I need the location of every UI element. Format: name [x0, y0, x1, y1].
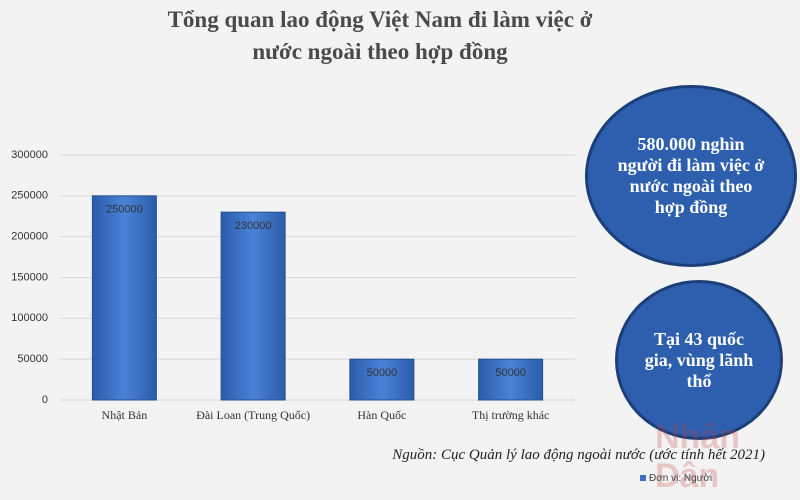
bar — [91, 195, 157, 401]
source-note: Nguồn: Cục Quản lý lao động ngoài nước (… — [392, 447, 765, 463]
unit-legend: Đơn vị: Người — [640, 473, 712, 484]
value-label: 50000 — [495, 367, 526, 379]
bar — [220, 211, 286, 401]
y-tick-label: 200000 — [11, 231, 48, 243]
value-label: 230000 — [235, 220, 272, 232]
x-tick-label: Hàn Quốc — [357, 408, 406, 422]
y-tick-label: 50000 — [17, 353, 48, 365]
x-tick-label: Thị trường khác — [472, 408, 550, 422]
y-tick-label: 300000 — [11, 149, 48, 161]
y-tick-label: 0 — [42, 394, 48, 406]
y-tick-label: 100000 — [11, 312, 48, 324]
annotation-circle: 580.000 nghìn người đi làm việc ở nước n… — [585, 85, 797, 267]
bar — [349, 358, 415, 401]
chart: 0 50000 100000 150000 200000 250000 300000 Nhật… — [11, 149, 575, 422]
value-label: 250000 — [106, 204, 143, 216]
bar — [478, 358, 544, 401]
value-label: 50000 — [367, 367, 398, 379]
x-tick-label: Đài Loan (Trung Quốc) — [196, 408, 310, 422]
annotation-circle: Tại 43 quốc gia, vùng lãnh thổ — [615, 280, 783, 440]
chart-title: Tổng quan lao động Việt Nam đi làm việc … — [167, 7, 593, 64]
y-tick-label: 250000 — [11, 190, 48, 202]
y-tick-label: 150000 — [11, 271, 48, 283]
x-tick-label: Nhật Bản — [102, 408, 148, 422]
